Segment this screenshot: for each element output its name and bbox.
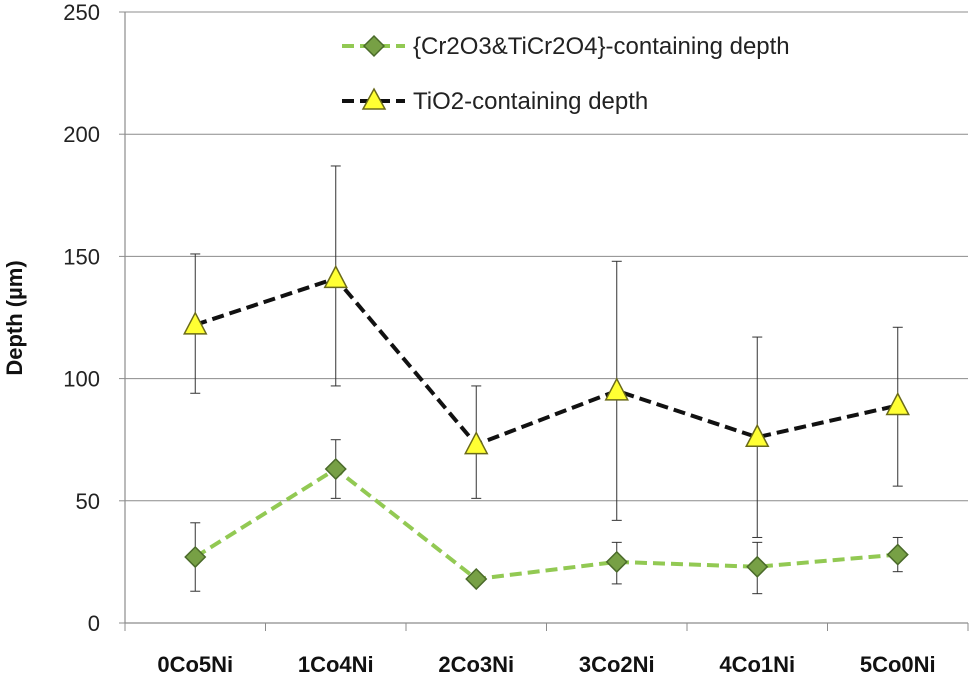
- y-tick-label: 200: [63, 122, 100, 147]
- legend: {Cr2O3&TiCr2O4}-containing depth TiO2-co…: [342, 33, 790, 115]
- x-category-label: 2Co3Ni: [438, 652, 514, 677]
- data-point: [604, 377, 629, 401]
- legend-entry-0: {Cr2O3&TiCr2O4}-containing depth: [342, 33, 790, 60]
- legend-marker-0: [362, 34, 386, 58]
- legend-marker-1: [361, 87, 387, 110]
- data-point: [183, 311, 208, 335]
- y-tick-label: 50: [76, 489, 100, 514]
- data-point: [605, 550, 628, 573]
- data-point: [746, 555, 769, 578]
- x-category-label: 0Co5Ni: [157, 652, 233, 677]
- error-bars: [190, 165, 903, 595]
- y-tick-label: 250: [63, 0, 100, 25]
- data-point: [184, 545, 207, 569]
- series-line-1: [194, 276, 899, 447]
- x-category-label: 1Co4Ni: [298, 652, 374, 677]
- legend-label-0: {Cr2O3&TiCr2O4}-containing depth: [413, 33, 790, 60]
- series-lines: [194, 276, 899, 582]
- x-category-label: 5Co0Ni: [860, 652, 936, 677]
- x-category-label: 3Co2Ni: [579, 652, 655, 677]
- legend-entry-1: TiO2-containing depth: [342, 87, 648, 115]
- legend-label-1: TiO2-containing depth: [413, 88, 648, 115]
- data-point: [886, 543, 909, 566]
- x-category-labels: 0Co5Ni 1Co4Ni 2Co3Ni 3Co2Ni 4Co1Ni 5Co0Ni: [157, 652, 935, 677]
- y-tick-label: 0: [88, 611, 100, 636]
- data-point: [465, 567, 488, 591]
- data-point: [745, 423, 770, 448]
- x-category-label: 4Co1Ni: [719, 652, 795, 677]
- data-point: [885, 391, 910, 416]
- y-axis-label: Depth (µm): [2, 260, 27, 375]
- gridlines: [125, 11, 968, 502]
- data-point: [324, 457, 347, 481]
- y-tick-labels: 0 50 100 150 200 250: [63, 0, 100, 636]
- y-tick-label: 100: [63, 367, 100, 392]
- data-point: [323, 264, 348, 289]
- series-markers: [183, 264, 910, 591]
- data-point: [464, 430, 489, 455]
- axes: [119, 11, 969, 631]
- y-tick-label: 150: [63, 244, 100, 269]
- series-line-0: [194, 467, 898, 582]
